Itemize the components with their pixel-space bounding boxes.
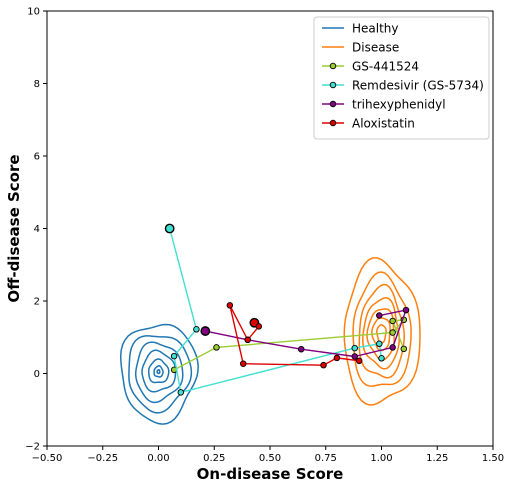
disease-contour xyxy=(366,308,395,361)
x-tick-label: 1.00 xyxy=(370,453,392,464)
legend-label-healthy: Healthy xyxy=(352,22,399,36)
y-tick-label: 8 xyxy=(34,79,40,90)
x-axis-ticks: −0.50 −0.25 0.00 0.25 0.50 0.75 1.00 1.25 1.50 xyxy=(32,446,504,464)
x-tick-label: 1.25 xyxy=(426,453,448,464)
gs-441524-point xyxy=(389,329,396,336)
aloxistatin-point xyxy=(320,361,327,369)
legend: Healthy Disease GS-441524 Remdesivir (GS-57… xyxy=(313,16,490,140)
x-tick-label: −0.25 xyxy=(87,453,118,464)
aloxistatin-point xyxy=(244,336,251,344)
aloxistatin-point xyxy=(226,302,234,309)
x-tick-label: 0.00 xyxy=(147,453,169,464)
aloxistatin-point xyxy=(239,360,247,367)
y-tick-label: 6 xyxy=(34,152,40,163)
y-tick-label: −2 xyxy=(25,442,40,453)
legend-label-gs-441524: GS-441524 xyxy=(352,60,419,74)
gs-441524-point xyxy=(213,344,220,351)
remdesivir-gs-5734-point xyxy=(351,344,358,352)
remdesivir-gs-5734-point xyxy=(170,352,178,360)
legend-label-trihexyphenidyl: trihexyphenidyl xyxy=(352,98,446,112)
trihexyphenidyl-point xyxy=(200,326,211,336)
series-layer xyxy=(164,223,410,396)
healthy-contour xyxy=(153,365,164,378)
remdesivir-gs-5734-point xyxy=(177,389,185,396)
disease-contour xyxy=(362,297,400,370)
healthy-contour xyxy=(128,335,193,414)
remdesivir-gs-5734-point xyxy=(378,355,385,362)
legend-label-aloxistatin: Aloxistatin xyxy=(352,117,415,131)
legend-marker-aloxistatin xyxy=(329,119,337,127)
aloxistatin-point xyxy=(255,323,263,330)
trihexyphenidyl-point xyxy=(376,312,383,319)
x-tick-label: −0.50 xyxy=(32,453,63,464)
gs-441524-series-line xyxy=(173,319,406,371)
y-axis-ticks: −2 0 2 4 6 8 10 xyxy=(25,7,47,453)
legend-marker-remdesivir-gs-5734 xyxy=(329,81,337,89)
trihexyphenidyl-point xyxy=(351,353,358,360)
gs-441524-point xyxy=(389,317,396,325)
aloxistatin-point xyxy=(355,357,363,365)
trihexyphenidyl-point xyxy=(389,344,396,351)
y-axis-label: Off-disease Score xyxy=(5,154,23,302)
trihexyphenidyl-point xyxy=(402,306,410,314)
healthy-contour xyxy=(147,358,170,384)
disease-contour xyxy=(352,271,412,387)
contour-layer xyxy=(119,257,421,425)
x-tick-label: 0.50 xyxy=(259,453,281,464)
healthy-contour xyxy=(119,323,199,425)
y-tick-label: 4 xyxy=(34,224,40,235)
x-tick-label: 0.25 xyxy=(203,453,225,464)
remdesivir-gs-5734-point xyxy=(164,223,175,234)
legend-marker-gs-441524 xyxy=(329,62,337,70)
x-tick-label: 1.50 xyxy=(482,453,504,464)
legend-label-remdesivir-gs-5734: Remdesivir (GS-5734) xyxy=(352,79,484,93)
gs-441524-point xyxy=(400,345,408,353)
trihexyphenidyl-point xyxy=(297,345,305,353)
y-tick-label: 0 xyxy=(34,369,40,380)
legend-marker-trihexyphenidyl xyxy=(329,100,337,108)
y-tick-label: 10 xyxy=(27,7,40,18)
healthy-contour xyxy=(134,341,184,404)
x-axis-label: On-disease Score xyxy=(197,465,344,483)
remdesivir-gs-5734-point xyxy=(193,326,200,333)
legend-box xyxy=(313,16,490,140)
healthy-contour xyxy=(156,369,161,375)
disease-contour xyxy=(358,283,405,379)
healthy-contour xyxy=(141,349,177,393)
aloxistatin-point xyxy=(333,354,341,362)
x-tick-label: 0.75 xyxy=(315,453,337,464)
disease-contour xyxy=(343,257,421,406)
remdesivir-gs-5734-point xyxy=(376,340,383,348)
legend-label-disease: Disease xyxy=(352,41,399,55)
y-tick-label: 2 xyxy=(34,297,40,308)
